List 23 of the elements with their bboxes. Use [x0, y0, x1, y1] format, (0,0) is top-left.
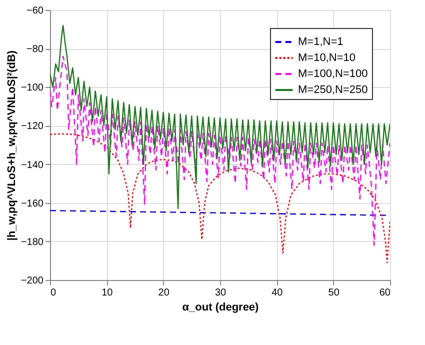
- y-tick-label: −200: [20, 276, 44, 286]
- y-tick-label: −80: [26, 44, 44, 56]
- x-tick-label: 60: [379, 288, 391, 298]
- line-series: [50, 24, 390, 210]
- legend-label: M=1,N=1: [298, 36, 344, 48]
- y-tick-label: −140: [20, 160, 44, 171]
- y-tick-label: −160: [20, 198, 44, 210]
- legend-label: M=100,N=100: [298, 68, 368, 80]
- y-axis-title: |h_w,pq^VLoS+h_w,pq^VNLoS|²(dB): [6, 50, 18, 241]
- x-tick-label: 30: [214, 288, 226, 298]
- x-tick-label: 20: [158, 288, 170, 298]
- x-tick-label: 10: [102, 288, 114, 298]
- line-series: [50, 133, 390, 264]
- y-tick-label: −100: [20, 82, 44, 94]
- y-tick-label: −120: [20, 121, 44, 132]
- legend-label: M=10,N=10: [298, 52, 356, 64]
- y-tick-label: −60: [26, 6, 44, 16]
- x-tick-label: 50: [328, 288, 340, 298]
- legend-label: M=250,N=250: [298, 84, 368, 96]
- y-tick-label: −180: [20, 236, 44, 248]
- x-tick-label: 40: [272, 288, 284, 298]
- x-axis-title: α_out (degree): [182, 302, 260, 314]
- x-tick-label: 0: [50, 288, 56, 298]
